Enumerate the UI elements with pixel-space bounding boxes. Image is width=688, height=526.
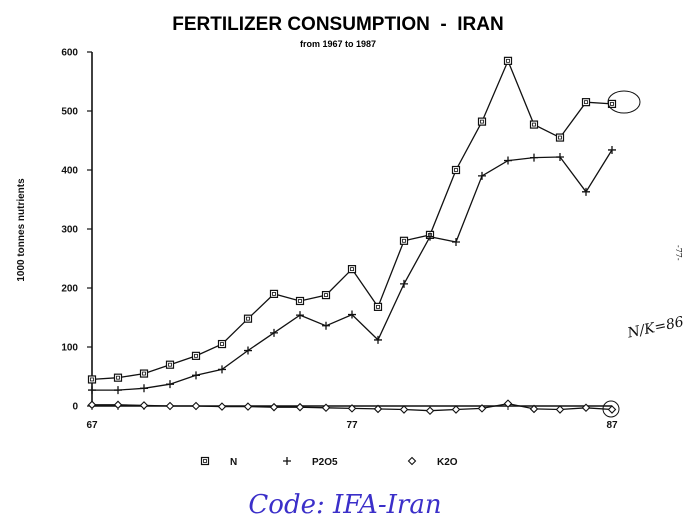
data-point-p2o5 xyxy=(166,380,174,389)
y-tick-label: 600 xyxy=(61,48,78,59)
data-point-n xyxy=(451,165,461,175)
data-point-k2o xyxy=(347,404,357,413)
chart-title: FERTILIZER CONSUMPTION - IRAN xyxy=(172,14,503,35)
data-point-n xyxy=(217,339,227,349)
data-point-k2o xyxy=(477,404,487,413)
legend-marker-n xyxy=(200,456,210,466)
data-point-n xyxy=(139,369,149,378)
legend-label-p2o5: P2O5 xyxy=(312,457,338,468)
data-point-p2o5 xyxy=(530,153,538,162)
data-point-n xyxy=(191,351,201,360)
y-tick-label: 100 xyxy=(61,343,78,354)
data-point-n xyxy=(347,265,357,274)
data-point-p2o5 xyxy=(426,232,434,241)
data-point-p2o5 xyxy=(582,187,590,196)
series-markers xyxy=(87,56,617,415)
data-point-p2o5 xyxy=(452,237,460,246)
data-point-k2o xyxy=(295,402,305,412)
data-point-k2o xyxy=(373,404,383,414)
side-note: N/K=86 xyxy=(625,314,685,342)
axes xyxy=(91,52,612,407)
data-point-p2o5 xyxy=(192,371,200,380)
legend-label-n: N xyxy=(230,457,237,468)
legend-marker-p2o5 xyxy=(283,457,291,465)
legend-label-k2o: K2O xyxy=(437,457,458,468)
y-tick-label: 0 xyxy=(72,402,78,413)
data-point-p2o5 xyxy=(270,328,278,337)
data-point-n xyxy=(165,360,175,369)
series-lines xyxy=(91,59,613,412)
data-point-k2o xyxy=(191,401,201,411)
data-point-n xyxy=(87,375,97,384)
data-point-p2o5 xyxy=(504,156,512,165)
data-point-k2o xyxy=(269,402,279,412)
data-point-n xyxy=(113,373,123,382)
y-tick-label: 400 xyxy=(61,166,78,177)
page-mark: -77- xyxy=(674,245,683,261)
data-point-p2o5 xyxy=(374,335,382,344)
data-point-p2o5 xyxy=(244,346,252,355)
data-point-p2o5 xyxy=(140,384,148,393)
circle-mark xyxy=(607,90,641,114)
data-point-k2o xyxy=(607,405,617,414)
chart-subtitle: from 1967 to 1987 xyxy=(300,39,376,49)
data-point-k2o xyxy=(165,401,175,411)
data-point-n xyxy=(269,289,279,298)
data-point-p2o5 xyxy=(296,311,304,320)
data-point-k2o xyxy=(581,403,591,413)
data-point-n xyxy=(399,236,409,245)
y-axis-label: 1000 tonnes nutrients xyxy=(16,178,27,282)
data-point-k2o xyxy=(139,401,149,410)
data-point-p2o5 xyxy=(114,386,122,395)
data-point-k2o xyxy=(425,406,435,415)
data-point-k2o xyxy=(113,400,123,410)
x-tick-label: 77 xyxy=(346,420,358,431)
data-point-p2o5 xyxy=(348,310,356,319)
data-point-n xyxy=(503,56,513,65)
data-point-n xyxy=(321,290,331,300)
x-tick-label: 67 xyxy=(86,420,98,431)
data-point-k2o xyxy=(451,405,461,414)
data-point-p2o5 xyxy=(88,386,96,395)
x-tick-label: 87 xyxy=(606,420,618,431)
data-point-k2o xyxy=(503,399,513,408)
data-point-p2o5 xyxy=(218,365,226,374)
y-tick-label: 200 xyxy=(61,284,78,295)
code-label: Code: IFA-Iran xyxy=(248,490,441,520)
data-point-k2o xyxy=(529,404,539,414)
data-point-n xyxy=(581,98,591,107)
data-point-n xyxy=(373,302,383,311)
circle-mark xyxy=(602,400,620,418)
data-point-n xyxy=(477,117,487,126)
data-point-n xyxy=(529,120,539,129)
data-point-k2o xyxy=(555,405,565,414)
data-point-p2o5 xyxy=(322,321,330,330)
data-point-k2o xyxy=(243,402,253,411)
legend: N P2O5 K2O xyxy=(200,456,458,468)
data-point-n xyxy=(555,133,565,142)
data-point-n xyxy=(243,314,253,323)
data-point-p2o5 xyxy=(608,145,616,154)
data-point-p2o5 xyxy=(556,153,564,162)
data-point-k2o xyxy=(321,403,331,413)
legend-marker-k2o xyxy=(407,456,417,466)
data-point-k2o xyxy=(87,400,97,410)
data-point-n xyxy=(295,296,305,306)
data-point-k2o xyxy=(399,405,409,414)
data-point-p2o5 xyxy=(478,171,486,180)
y-tick-label: 500 xyxy=(61,107,78,118)
data-point-p2o5 xyxy=(400,279,408,288)
series-line-n xyxy=(91,59,613,381)
y-ticks: 0 100 200 300 400 500 600 xyxy=(61,48,92,413)
data-point-k2o xyxy=(217,402,227,411)
y-tick-label: 300 xyxy=(61,225,78,236)
